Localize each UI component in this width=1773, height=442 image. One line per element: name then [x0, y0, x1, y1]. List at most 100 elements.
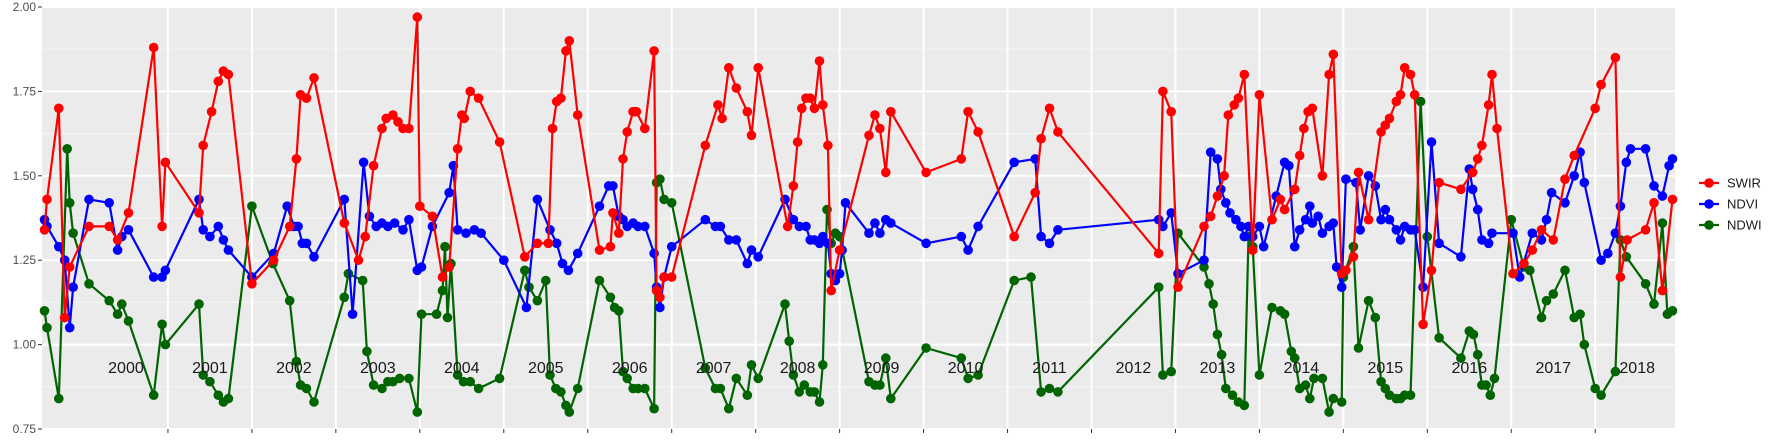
data-point: [521, 302, 532, 313]
data-point: [1158, 370, 1168, 380]
data-point: [1305, 393, 1315, 404]
data-point: [42, 194, 52, 205]
data-point: [1053, 127, 1063, 137]
year-label: 2004: [444, 360, 480, 377]
data-point: [1472, 204, 1483, 215]
data-point: [532, 295, 543, 306]
data-point: [655, 174, 665, 184]
data-point: [1657, 285, 1668, 296]
data-point: [377, 383, 387, 394]
data-point: [1579, 339, 1590, 350]
data-point: [157, 319, 167, 330]
data-point: [1353, 343, 1364, 353]
data-point: [404, 214, 414, 225]
data-point: [1331, 262, 1342, 272]
data-point: [788, 370, 799, 380]
data-point: [473, 93, 484, 103]
data-point: [746, 130, 757, 141]
data-point: [213, 221, 224, 232]
data-point: [1569, 150, 1579, 161]
data-point: [415, 201, 425, 211]
data-point: [1590, 383, 1600, 394]
legend-key-point: [1704, 220, 1714, 230]
data-point: [731, 373, 742, 384]
year-label: 2003: [360, 360, 396, 377]
data-point: [282, 201, 293, 211]
data-point: [543, 238, 554, 249]
data-point: [1481, 380, 1491, 390]
y-tick-label: 0.75: [13, 422, 37, 436]
data-point: [444, 262, 455, 272]
year-label: 2011: [1032, 360, 1067, 377]
year-label: 2017: [1535, 360, 1571, 377]
data-point: [465, 376, 476, 387]
data-point: [1395, 90, 1406, 100]
data-point: [724, 403, 734, 414]
data-point: [427, 211, 438, 222]
data-point: [956, 231, 967, 242]
data-point: [301, 238, 312, 249]
data-point: [1560, 265, 1570, 276]
data-point: [715, 221, 726, 232]
data-point: [797, 103, 807, 114]
data-point: [659, 194, 669, 205]
data-point: [1294, 225, 1305, 235]
data-point: [1483, 238, 1494, 249]
data-point: [881, 167, 891, 178]
data-point: [594, 275, 605, 286]
data-point: [655, 302, 665, 313]
data-point: [442, 312, 453, 323]
series-swir: [39, 12, 1678, 330]
data-point: [223, 69, 234, 80]
data-point: [717, 113, 727, 124]
data-point: [494, 137, 505, 147]
data-point: [1640, 144, 1651, 154]
data-point: [309, 73, 319, 83]
data-point: [440, 241, 450, 252]
data-point: [309, 251, 319, 262]
data-point: [1395, 235, 1406, 245]
data-point: [1610, 52, 1621, 63]
data-point: [223, 393, 234, 404]
data-point: [1166, 366, 1176, 377]
data-point: [1456, 353, 1466, 363]
data-point: [1231, 214, 1241, 225]
data-point: [921, 238, 931, 249]
data-point: [473, 383, 484, 394]
data-point: [780, 299, 790, 309]
data-point: [1199, 262, 1209, 272]
data-point: [1649, 181, 1659, 191]
data-point: [84, 194, 94, 205]
data-point: [458, 376, 469, 387]
data-point: [206, 106, 217, 117]
data-point: [784, 336, 794, 347]
data-point: [640, 221, 650, 232]
data-point: [112, 309, 123, 320]
data-point: [1527, 245, 1538, 255]
data-point: [742, 258, 753, 269]
data-point: [649, 46, 659, 56]
data-point: [1384, 214, 1395, 225]
data-point: [818, 360, 828, 370]
data-point: [556, 93, 566, 103]
data-point: [1483, 100, 1494, 110]
data-point: [444, 187, 455, 198]
data-point: [1044, 383, 1055, 394]
data-point: [881, 353, 891, 363]
data-point: [39, 306, 50, 316]
data-point: [814, 397, 825, 407]
data-point: [54, 103, 64, 114]
data-point: [1560, 174, 1570, 184]
data-point: [1541, 295, 1552, 306]
data-point: [1456, 184, 1466, 195]
data-point: [1569, 171, 1579, 181]
data-point: [614, 228, 624, 238]
data-point: [123, 225, 134, 235]
data-point: [404, 123, 414, 134]
year-label: 2010: [948, 360, 984, 377]
data-point: [1506, 214, 1517, 225]
data-point: [64, 322, 75, 333]
data-point: [1009, 157, 1019, 168]
data-point: [284, 295, 295, 306]
data-point: [1467, 167, 1478, 178]
